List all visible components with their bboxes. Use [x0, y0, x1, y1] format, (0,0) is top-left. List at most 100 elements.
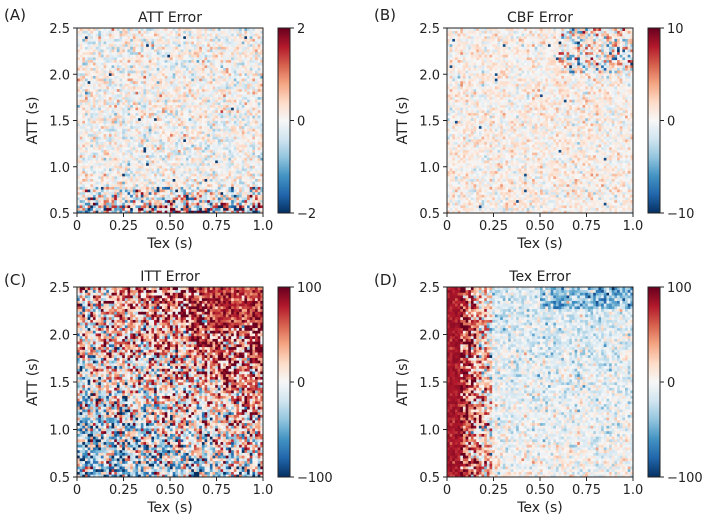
heatmap-cell	[146, 162, 150, 166]
heatmap-cell	[204, 152, 208, 156]
heatmap-cell	[159, 194, 163, 198]
heatmap-cell	[191, 38, 195, 42]
heatmap-cell	[146, 178, 150, 182]
heatmap-cell	[100, 144, 104, 148]
heatmap-cell	[156, 162, 160, 166]
heatmap-cell	[84, 104, 88, 108]
heatmap-cell	[180, 102, 184, 105]
heatmap-cell	[162, 70, 166, 74]
heatmap-cell	[79, 136, 83, 140]
heatmap-cell	[196, 70, 200, 74]
heatmap-cell	[79, 152, 83, 156]
heatmap-cell	[170, 80, 174, 84]
heatmap-cell	[140, 94, 144, 98]
heatmap-cell	[177, 133, 181, 137]
heatmap-cell	[228, 141, 232, 145]
heatmap-cell	[135, 107, 139, 111]
heatmap-cell	[228, 128, 232, 132]
heatmap-cell	[138, 157, 142, 161]
heatmap-cell	[204, 107, 208, 111]
heatmap-cell	[215, 80, 219, 84]
heatmap-cell	[172, 117, 176, 121]
heatmap-cell	[255, 207, 259, 211]
heatmap-cell	[183, 75, 187, 79]
heatmap-cell	[124, 72, 128, 76]
heatmap-cell	[185, 162, 189, 166]
heatmap-cell	[98, 125, 102, 129]
heatmap-cell	[132, 38, 136, 42]
heatmap-cell	[100, 72, 104, 76]
heatmap-cell	[257, 162, 261, 166]
heatmap-cell	[159, 170, 163, 174]
heatmap-cell	[98, 162, 102, 166]
heatmap-cell	[172, 160, 176, 164]
heatmap-cell	[193, 51, 197, 55]
heatmap-cell	[247, 46, 251, 50]
heatmap-cell	[228, 57, 232, 61]
heatmap-cell	[172, 120, 176, 124]
heatmap-cell	[225, 104, 229, 108]
heatmap-cell	[119, 154, 123, 158]
heatmap-cell	[95, 86, 99, 90]
heatmap-cell	[132, 157, 136, 161]
heatmap-cell	[127, 109, 131, 113]
heatmap-cell	[220, 102, 224, 105]
heatmap-cell	[252, 141, 256, 145]
heatmap-cell	[119, 149, 123, 153]
heatmap-cell	[233, 136, 237, 140]
heatmap-cell	[140, 107, 144, 111]
heatmap-cell	[122, 160, 126, 164]
heatmap-cell	[188, 168, 192, 172]
heatmap-cell	[100, 131, 104, 135]
heatmap-cell	[130, 125, 134, 129]
heatmap-cell	[239, 131, 243, 135]
heatmap-cell	[212, 141, 216, 145]
heatmap-cell	[212, 49, 216, 53]
heatmap-cell	[193, 141, 197, 145]
heatmap-cell	[132, 35, 136, 39]
heatmap-cell	[247, 67, 251, 71]
heatmap-cell	[595, 210, 599, 214]
heatmap-cell	[236, 146, 240, 150]
heatmap-cell	[130, 210, 134, 214]
heatmap-cell	[92, 205, 96, 209]
heatmap-cell	[106, 117, 110, 121]
heatmap-cell	[247, 88, 251, 92]
heatmap-cell	[151, 186, 155, 190]
heatmap-cell	[260, 96, 264, 100]
heatmap-cell	[124, 176, 128, 179]
heatmap-cell	[77, 144, 81, 148]
heatmap-cell	[159, 107, 163, 111]
heatmap-cell	[231, 94, 235, 98]
heatmap-cell	[175, 136, 179, 140]
heatmap-cell	[119, 88, 123, 92]
heatmap-cell	[143, 96, 147, 100]
heatmap-cell	[140, 59, 144, 63]
heatmap-cell	[249, 43, 253, 47]
heatmap-cell	[252, 176, 256, 179]
heatmap-cell	[177, 189, 181, 193]
heatmap-cell	[90, 154, 94, 158]
heatmap-cell	[98, 189, 102, 193]
heatmap-cell	[92, 46, 96, 50]
heatmap-cell	[236, 80, 240, 84]
heatmap-cell	[508, 210, 512, 214]
heatmap-cell	[124, 88, 128, 92]
heatmap-cell	[193, 189, 197, 193]
heatmap-cell	[199, 96, 203, 100]
heatmap-cell	[116, 168, 120, 172]
heatmap-cell	[108, 157, 112, 161]
heatmap-cell	[188, 183, 192, 187]
heatmap-cell	[228, 125, 232, 129]
heatmap-cell	[199, 210, 203, 214]
heatmap-cell	[84, 173, 88, 177]
heatmap-cell	[77, 38, 81, 42]
heatmap-cell	[135, 72, 139, 76]
heatmap-cell	[252, 144, 256, 148]
heatmap-cell	[220, 128, 224, 132]
heatmap-cell	[223, 94, 227, 98]
heatmap-cell	[236, 149, 240, 153]
heatmap-cell	[244, 139, 248, 142]
heatmap-cell	[177, 136, 181, 140]
heatmap-cell	[87, 38, 91, 42]
